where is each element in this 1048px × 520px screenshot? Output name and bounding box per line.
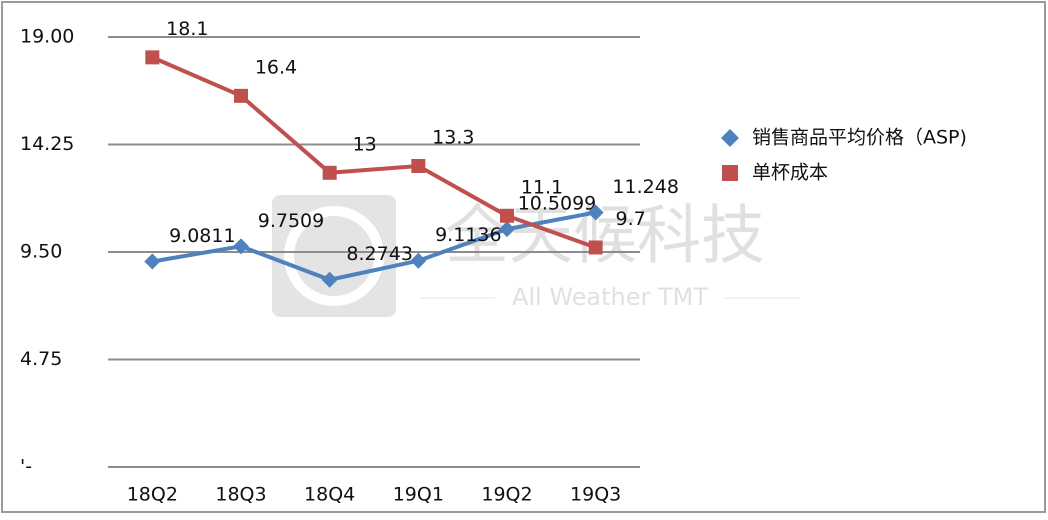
data-label: 11.248: [612, 176, 678, 198]
data-label: 11.1: [521, 176, 563, 198]
point-marker: [234, 88, 248, 103]
legend-label: 销售商品平均价格（ASP): [752, 127, 967, 149]
watermark-logo-ring: [284, 206, 384, 306]
point-marker: [410, 252, 427, 269]
watermark-logo: [272, 195, 396, 317]
x-tick-label: 18Q4: [304, 484, 355, 506]
data-label: 16.4: [255, 56, 297, 78]
point-marker: [587, 204, 604, 221]
data-label: 9.1136: [435, 224, 501, 246]
legend-label: 单杯成本: [752, 162, 828, 184]
point-marker: [411, 159, 426, 173]
x-tick-label: 19Q2: [481, 484, 532, 506]
data-label: 8.2743: [346, 243, 412, 265]
point-marker: [500, 208, 514, 223]
data-label: 9.7509: [258, 210, 324, 232]
data-label: 10.5099: [518, 193, 597, 215]
y-tick-label: 9.50: [20, 241, 62, 263]
data-label: 13: [353, 133, 377, 155]
x-tick-label: 19Q3: [570, 484, 621, 506]
y-tick-label: 4.75: [20, 348, 62, 370]
data-label: 13.3: [432, 127, 474, 149]
series-line: [151, 55, 597, 250]
x-tick-label: 18Q2: [127, 484, 178, 506]
x-tick-label: 18Q3: [215, 484, 266, 506]
point-marker: [233, 238, 249, 255]
point-marker: [322, 165, 337, 180]
data-label: 9.7: [616, 208, 646, 230]
y-tick-label: 19.00: [20, 26, 74, 48]
point-marker: [145, 50, 160, 65]
y-tick-label: 14.25: [20, 133, 74, 155]
point-marker: [144, 253, 161, 270]
point-marker: [499, 221, 515, 238]
legend-marker: [721, 129, 739, 147]
point-marker: [588, 240, 603, 255]
watermark: 全天候科技 All Weather TMT: [272, 195, 800, 317]
data-label: 18.1: [166, 18, 208, 40]
x-tick-label: 19Q1: [393, 484, 444, 506]
y-tick-label: '-: [20, 456, 32, 478]
series-line: [151, 210, 597, 282]
point-marker: [321, 271, 338, 288]
data-label: 9.0811: [169, 225, 235, 247]
watermark-subtitle: All Weather TMT: [512, 283, 708, 311]
legend-marker: [722, 165, 738, 181]
